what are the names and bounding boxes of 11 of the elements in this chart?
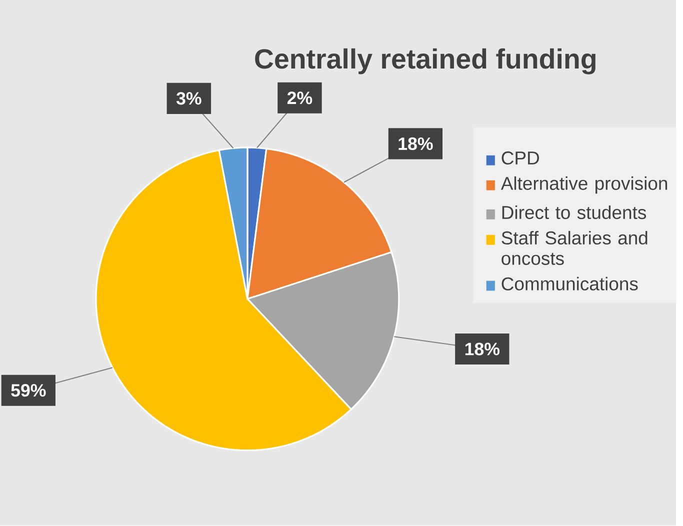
chart-title: Centrally retained funding [255, 48, 596, 75]
data-label: 59% [11, 384, 46, 397]
legend-label: Staff Salaries and oncosts [502, 231, 648, 266]
data-label: 3% [176, 92, 202, 105]
data-label: 18% [465, 342, 500, 356]
data-label: 2% [287, 92, 312, 104]
legend-label: CPD [502, 152, 539, 165]
legend-label: Communications [502, 277, 638, 291]
legend-label: Direct to students [502, 206, 646, 220]
legend-label: Alternative provision [500, 176, 668, 194]
data-label: 18% [398, 138, 433, 150]
